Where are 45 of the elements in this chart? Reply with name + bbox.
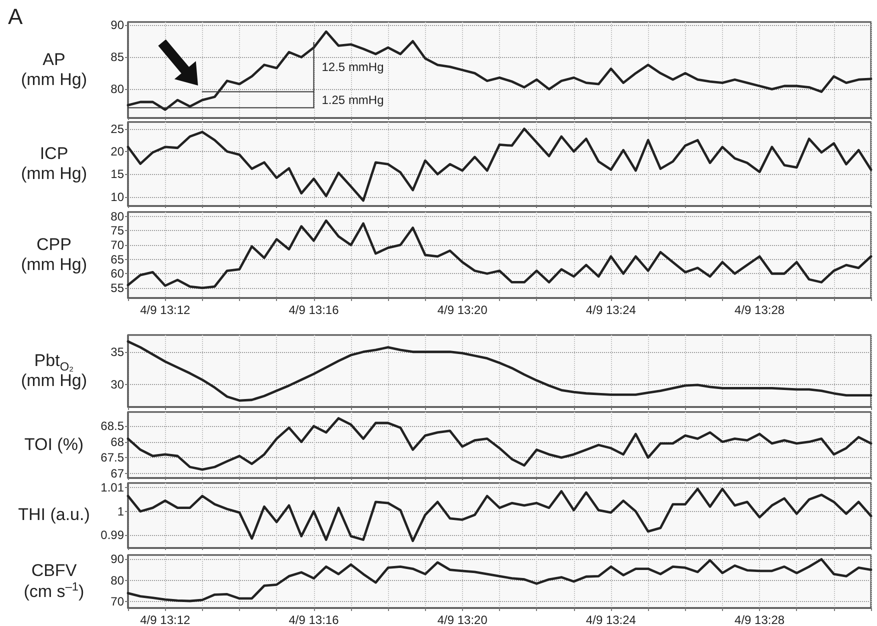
- x-tick-label: 4/9 13:24: [586, 303, 636, 317]
- y-axis-title: ICP (mm Hg): [20, 144, 88, 184]
- y-tick-label: 55: [110, 280, 124, 295]
- y-tick-label: 20: [110, 144, 124, 159]
- y-tick-label: 85: [110, 50, 124, 64]
- x-tick-label: 4/9 13:16: [288, 613, 340, 626]
- y-tick-label: 1: [117, 504, 124, 518]
- y-tick-label: 80: [110, 82, 124, 96]
- x-tick-label: 4/9 13:12: [140, 613, 190, 626]
- y-axis-title: THI (a.u.): [18, 505, 90, 526]
- y-tick-label: 1.01: [100, 480, 124, 495]
- x-tick-label: 4/9 13:20: [437, 303, 488, 317]
- x-tick-label: 4/9 13:28: [734, 613, 785, 626]
- x-tick-label: 4/9 13:24: [586, 613, 636, 626]
- y-axis-title: AP (mm Hg): [20, 50, 88, 90]
- y-tick-label: 60: [110, 266, 124, 281]
- annotation: 1.25 mmHg: [322, 92, 384, 107]
- y-tick-label: 0.99: [100, 528, 124, 542]
- y-tick-label: 90: [110, 18, 124, 32]
- y-tick-label: 67.5: [100, 450, 124, 465]
- y-tick-label: 68: [110, 434, 124, 449]
- y-tick-label: 15: [110, 167, 124, 182]
- x-tick-label: 4/9 13:12: [140, 303, 190, 317]
- y-tick-label: 90: [110, 552, 124, 566]
- y-tick-label: 30: [110, 377, 124, 392]
- y-tick-label: 65: [110, 252, 124, 266]
- y-axis-title: TOI (%): [24, 434, 84, 456]
- y-tick-label: 75: [110, 224, 124, 238]
- y-tick-label: 80: [110, 573, 124, 588]
- y-tick-label: 67: [110, 466, 124, 480]
- x-tick-label: 4/9 13:28: [734, 303, 785, 317]
- y-tick-label: 25: [110, 122, 124, 136]
- y-axis-title: CBFV (cm s$^{–1}$): [24, 561, 84, 602]
- chart-title: A: [8, 4, 23, 30]
- x-tick-label: 4/9 13:20: [437, 613, 488, 626]
- y-tick-label: 10: [110, 190, 124, 204]
- annotation: 12.5 mmHg: [322, 60, 384, 74]
- y-tick-label: 68.5: [100, 419, 124, 434]
- y-tick-label: 80: [110, 209, 124, 224]
- y-axis-title: Pbt$_{O₂}$ (mm Hg): [20, 350, 88, 392]
- y-tick-label: 70: [110, 594, 124, 609]
- y-axis-title: CPP (mm Hg): [20, 234, 88, 276]
- y-tick-label: 70: [110, 238, 124, 252]
- y-tick-label: 35: [110, 344, 124, 359]
- x-tick-label: 4/9 13:16: [288, 303, 340, 317]
